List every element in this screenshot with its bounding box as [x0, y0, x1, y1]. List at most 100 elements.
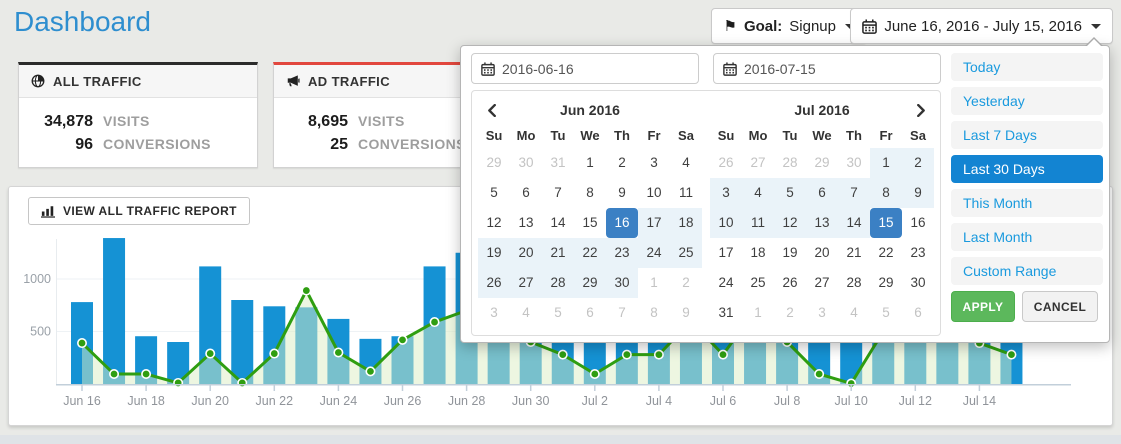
range-option-last-month[interactable]: Last Month: [951, 223, 1103, 251]
day-cell[interactable]: 8: [650, 305, 658, 320]
day-cell[interactable]: 12: [486, 215, 502, 230]
day-cell[interactable]: 19: [478, 238, 510, 268]
day-cell[interactable]: 27: [750, 155, 766, 170]
day-cell[interactable]: 6: [522, 185, 530, 200]
cancel-button[interactable]: CANCEL: [1022, 291, 1098, 322]
day-cell[interactable]: 29: [574, 268, 606, 298]
date-range-button[interactable]: June 16, 2016 - July 15, 2016: [850, 8, 1113, 44]
day-cell[interactable]: 29: [814, 155, 830, 170]
day-cell[interactable]: 17: [718, 245, 734, 260]
start-date-input[interactable]: 2016-06-16: [471, 53, 699, 84]
day-cell[interactable]: 30: [846, 155, 862, 170]
day-cell[interactable]: 30: [606, 268, 638, 298]
day-cell[interactable]: 13: [806, 208, 838, 238]
range-option-yesterday[interactable]: Yesterday: [951, 87, 1103, 115]
day-cell[interactable]: 18: [750, 245, 766, 260]
day-cell[interactable]: 13: [518, 215, 534, 230]
day-cell[interactable]: 1: [586, 155, 594, 170]
goal-selector-button[interactable]: ⚑ Goal: Signup: [711, 8, 867, 44]
day-cell[interactable]: 5: [774, 178, 806, 208]
day-cell[interactable]: 31: [718, 305, 734, 320]
day-cell[interactable]: 6: [806, 178, 838, 208]
day-cell[interactable]: 29: [486, 155, 502, 170]
day-cell[interactable]: 11: [742, 208, 774, 238]
day-cell[interactable]: 26: [782, 275, 798, 290]
range-option-last-7-days[interactable]: Last 7 Days: [951, 121, 1103, 149]
apply-button[interactable]: APPLY: [951, 291, 1015, 322]
day-cell[interactable]: 24: [638, 238, 670, 268]
day-cell[interactable]: 29: [878, 275, 894, 290]
day-cell[interactable]: 10: [710, 208, 742, 238]
day-cell[interactable]: 14: [838, 208, 870, 238]
day-cell[interactable]: 3: [650, 155, 658, 170]
day-cell[interactable]: 16: [910, 215, 926, 230]
day-cell[interactable]: 1: [754, 305, 762, 320]
day-cell[interactable]: 5: [554, 305, 562, 320]
day-cell[interactable]: 2: [682, 275, 690, 290]
day-cell[interactable]: 27: [510, 268, 542, 298]
day-cell[interactable]: 21: [846, 245, 862, 260]
day-cell[interactable]: 22: [878, 245, 894, 260]
day-cell[interactable]: 4: [682, 155, 690, 170]
day-cell[interactable]: 26: [718, 155, 734, 170]
day-cell[interactable]: 8: [870, 178, 902, 208]
day-cell[interactable]: 23: [910, 245, 926, 260]
day-cell[interactable]: 16: [606, 208, 638, 238]
day-cell[interactable]: 4: [522, 305, 530, 320]
day-cell[interactable]: 10: [646, 185, 662, 200]
day-cell[interactable]: 30: [518, 155, 534, 170]
day-cell[interactable]: 2: [786, 305, 794, 320]
day-cell[interactable]: 28: [846, 275, 862, 290]
day-cell[interactable]: 27: [814, 275, 830, 290]
day-cell[interactable]: 12: [774, 208, 806, 238]
day-cell[interactable]: 7: [554, 185, 562, 200]
prev-month-button[interactable]: [480, 96, 502, 124]
day-cell[interactable]: 4: [850, 305, 858, 320]
day-cell[interactable]: 1: [650, 275, 658, 290]
day-cell[interactable]: 9: [902, 178, 934, 208]
day-cell[interactable]: 11: [678, 185, 693, 200]
range-option-today[interactable]: Today: [951, 53, 1103, 81]
day-cell[interactable]: 6: [914, 305, 922, 320]
day-cell[interactable]: 28: [542, 268, 574, 298]
day-cell[interactable]: 25: [670, 238, 702, 268]
day-cell[interactable]: 9: [618, 185, 626, 200]
day-cell[interactable]: 3: [710, 178, 742, 208]
range-option-this-month[interactable]: This Month: [951, 189, 1103, 217]
day-cell[interactable]: 20: [814, 245, 830, 260]
day-cell[interactable]: 8: [586, 185, 594, 200]
day-cell[interactable]: 6: [586, 305, 594, 320]
day-cell[interactable]: 17: [638, 208, 670, 238]
day-cell[interactable]: 20: [510, 238, 542, 268]
day-cell[interactable]: 2: [902, 148, 934, 178]
day-cell[interactable]: 22: [574, 238, 606, 268]
day-cell[interactable]: 5: [490, 185, 498, 200]
day-cell[interactable]: 14: [550, 215, 566, 230]
range-option-custom-range[interactable]: Custom Range: [951, 257, 1103, 285]
day-cell[interactable]: 26: [478, 268, 510, 298]
day-cell[interactable]: 2: [618, 155, 626, 170]
day-cell[interactable]: 19: [782, 245, 798, 260]
day-cell[interactable]: 3: [490, 305, 498, 320]
day-cell[interactable]: 15: [582, 215, 598, 230]
day-cell[interactable]: 9: [682, 305, 690, 320]
day-cell[interactable]: 25: [750, 275, 766, 290]
day-cell[interactable]: 28: [782, 155, 798, 170]
view-all-traffic-report-button[interactable]: VIEW ALL TRAFFIC REPORT: [28, 197, 250, 225]
range-option-last-30-days[interactable]: Last 30 Days: [951, 155, 1103, 183]
end-date-input[interactable]: 2016-07-15: [713, 53, 941, 84]
day-cell[interactable]: 3: [818, 305, 826, 320]
day-cell[interactable]: 24: [718, 275, 734, 290]
day-cell[interactable]: 7: [838, 178, 870, 208]
day-cell[interactable]: 5: [882, 305, 890, 320]
day-cell[interactable]: 18: [670, 208, 702, 238]
day-cell[interactable]: 1: [870, 148, 902, 178]
day-cell[interactable]: 23: [606, 238, 638, 268]
day-cell[interactable]: 7: [618, 305, 626, 320]
day-cell[interactable]: 21: [542, 238, 574, 268]
day-cell[interactable]: 15: [870, 208, 902, 238]
next-month-button[interactable]: [910, 96, 932, 124]
day-cell[interactable]: 4: [742, 178, 774, 208]
day-cell[interactable]: 30: [910, 275, 926, 290]
day-cell[interactable]: 31: [550, 155, 566, 170]
